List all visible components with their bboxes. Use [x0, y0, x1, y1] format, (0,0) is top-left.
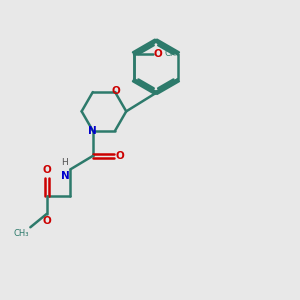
- Text: O: O: [42, 165, 51, 175]
- Text: O: O: [154, 49, 163, 59]
- Text: O: O: [42, 216, 51, 226]
- Text: CH₃: CH₃: [165, 49, 180, 58]
- Text: N: N: [88, 126, 97, 136]
- Text: H: H: [61, 158, 68, 167]
- Text: CH₃: CH₃: [14, 229, 29, 238]
- Text: N: N: [61, 171, 70, 181]
- Text: O: O: [115, 151, 124, 161]
- Text: O: O: [111, 85, 120, 96]
